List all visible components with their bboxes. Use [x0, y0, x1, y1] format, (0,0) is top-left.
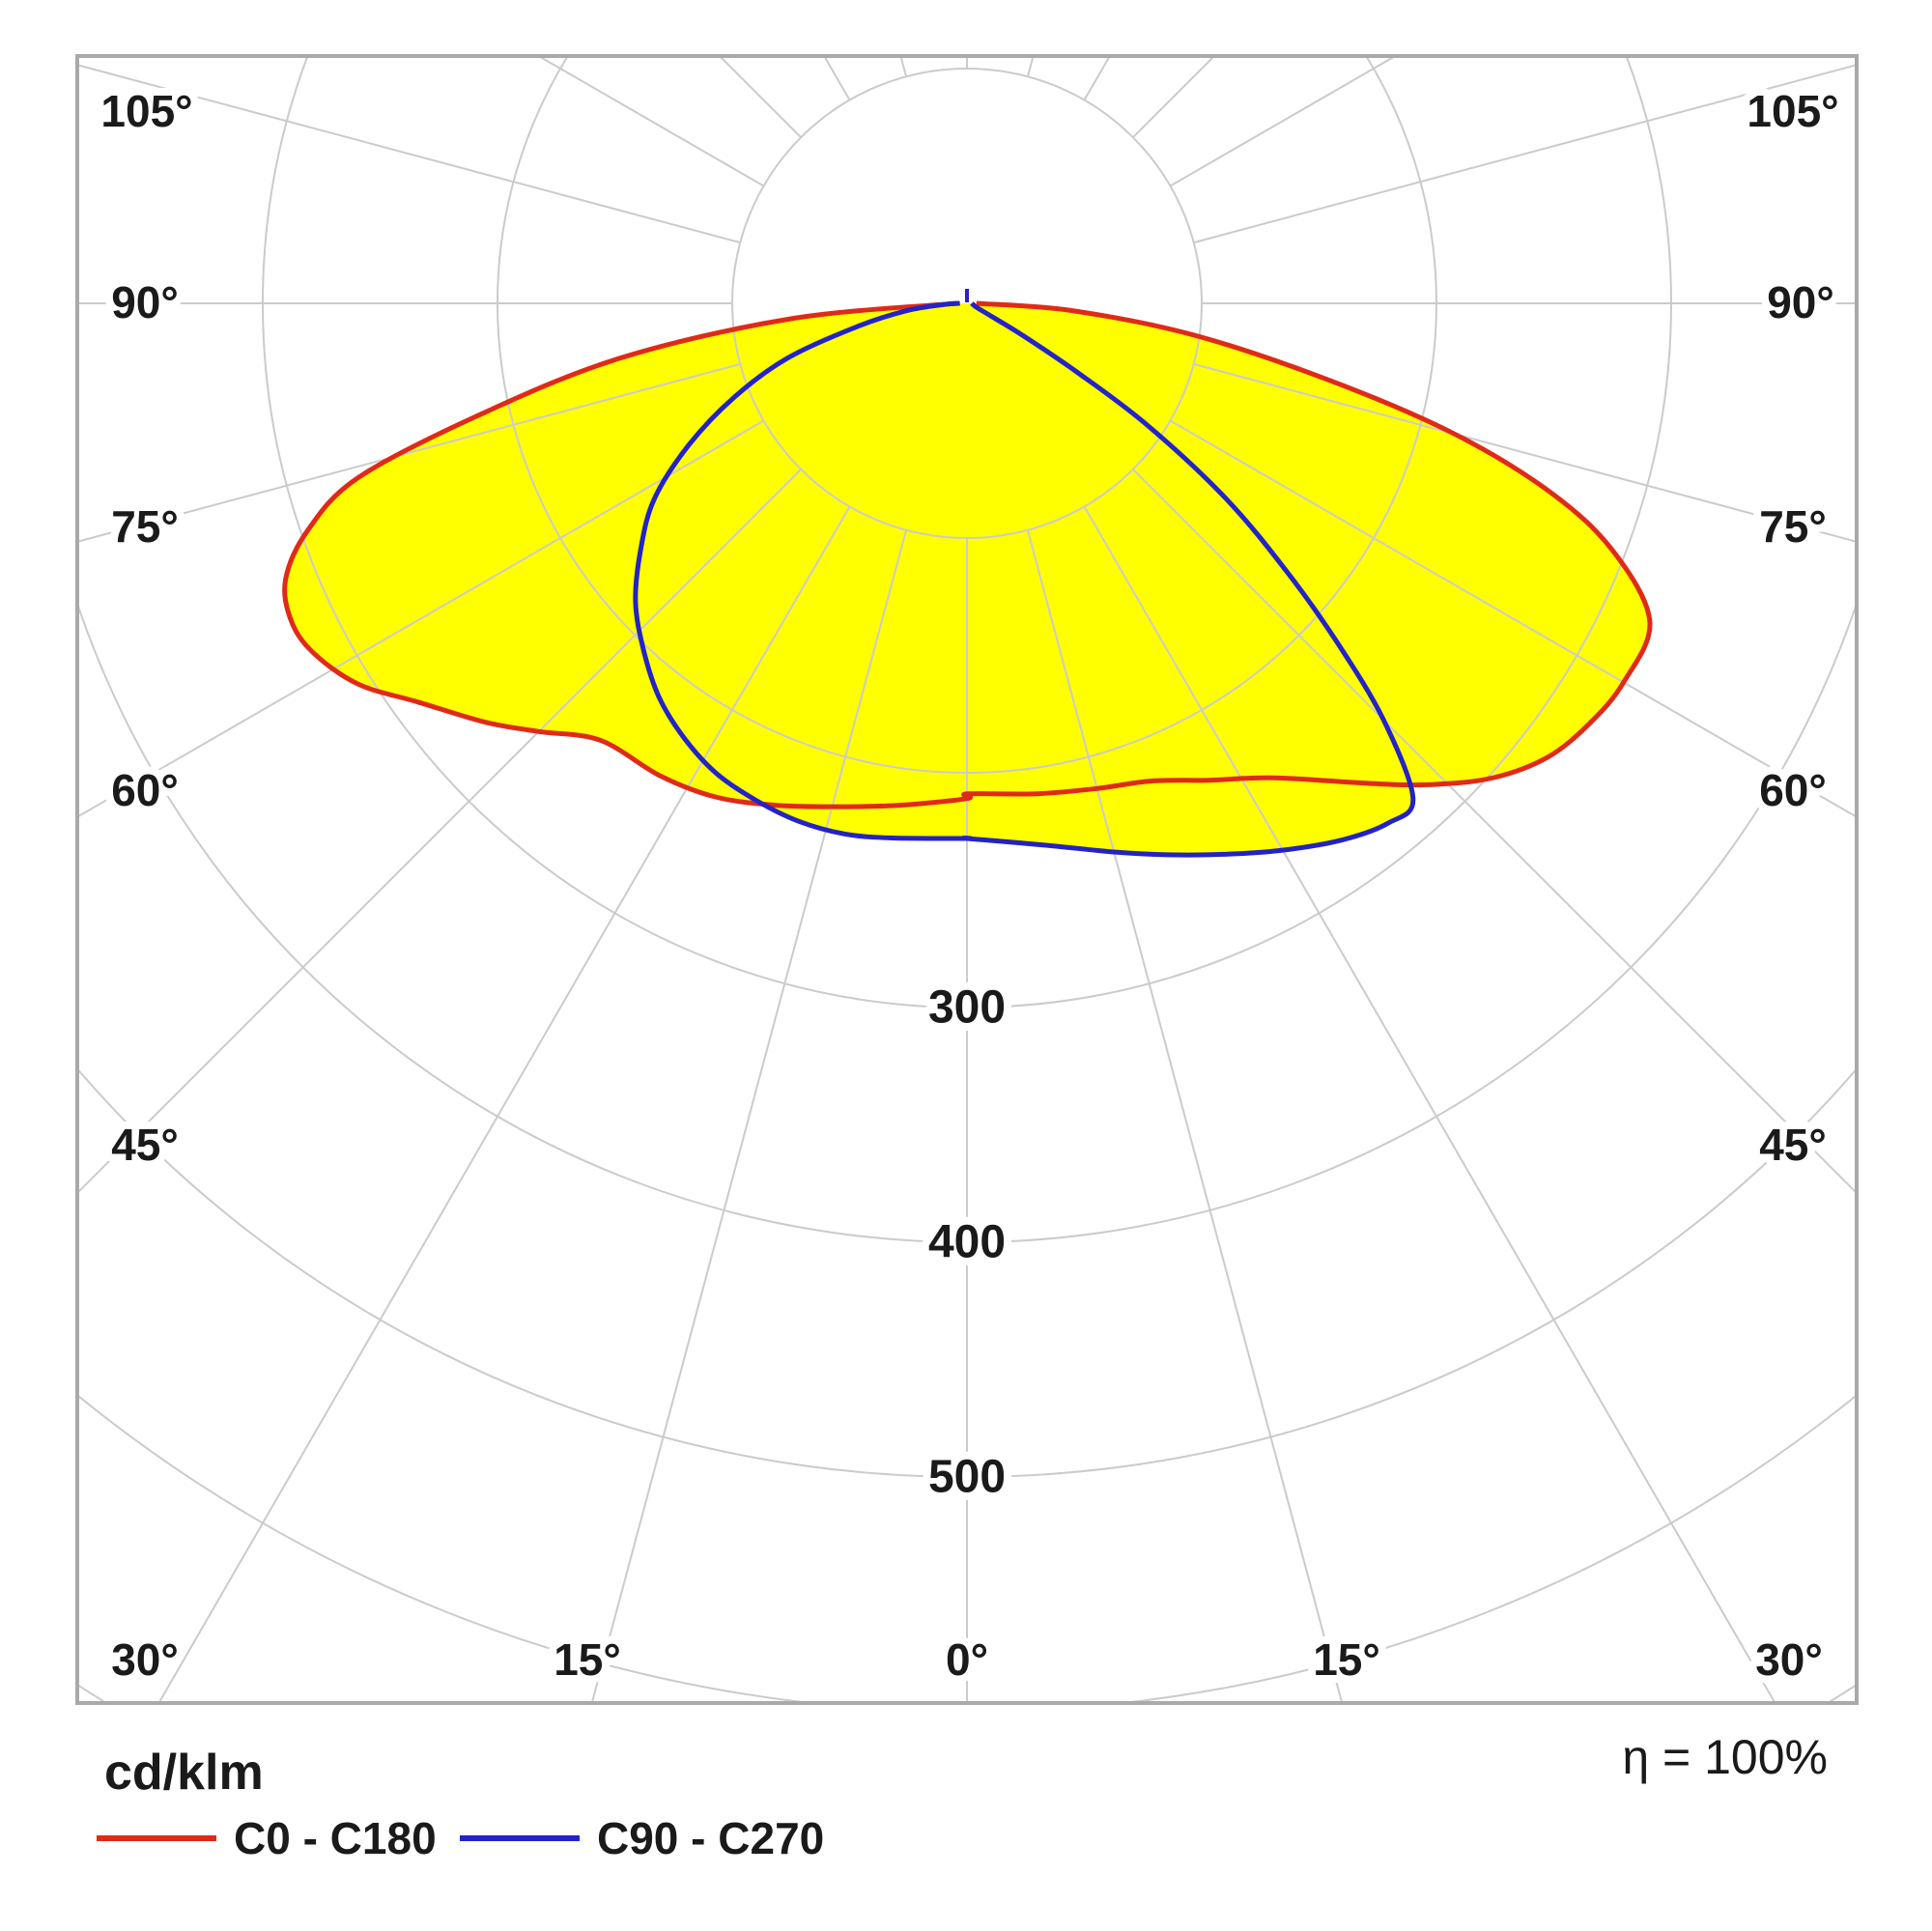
- angle-label-bottom-3-15deg: 15°: [1313, 1634, 1380, 1685]
- unit-label: cd/klm: [104, 1745, 264, 1801]
- curve-c90-c270: [633, 300, 1416, 858]
- grid-spoke-165: [1026, 56, 1035, 77]
- angle-labels: 105° 105° 90° 90° 75° 75° 60° 60° 45° 45° 30° 15° 0°…: [93, 78, 1846, 1692]
- angle-label-bottom-4-30deg: 30°: [1755, 1634, 1823, 1685]
- grid-spoke-330: [157, 505, 851, 1703]
- angle-label-right-105deg: 105°: [1747, 86, 1838, 136]
- angle-label-right-75deg: 75°: [1759, 501, 1827, 552]
- grid-spoke-315: [77, 469, 802, 1195]
- grid-spoke-60: [1169, 419, 1857, 818]
- curve-layer: [282, 289, 1653, 858]
- grid-spoke-45: [1132, 469, 1857, 1195]
- legend-label-c0-c180: C0 - C180: [234, 1813, 437, 1863]
- angle-label-left-45deg: 45°: [111, 1120, 179, 1170]
- grid-spoke-345: [590, 529, 908, 1703]
- angle-label-left-105deg: 105°: [100, 86, 192, 136]
- legend-label-c90-c270: C90 - C270: [597, 1813, 824, 1863]
- angle-label-left-75deg: 75°: [111, 501, 179, 552]
- angle-label-bottom-0-30deg: 30°: [111, 1634, 179, 1685]
- chart-frame: [75, 54, 1859, 1705]
- angle-label-right-60deg: 60°: [1759, 765, 1827, 815]
- grid-spoke-195: [899, 56, 908, 77]
- grid-spoke-300: [77, 419, 765, 818]
- grid-spoke-105: [1193, 64, 1857, 244]
- grid-spoke-285: [77, 362, 741, 543]
- angle-label-left-60deg: 60°: [111, 765, 179, 815]
- efficiency-label: η = 100%: [1622, 1730, 1828, 1784]
- grid-spoke-30: [1083, 505, 1776, 1703]
- ring-label-400: 400: [928, 1217, 1006, 1268]
- angle-label-left-90deg: 90°: [111, 277, 179, 327]
- fill-region-c90-c270: [635, 303, 1413, 856]
- grid-spoke-15: [1026, 529, 1344, 1703]
- ring-labels: 300 400 500: [921, 975, 1013, 1511]
- angle-label-bottom-2-0deg: 0°: [946, 1634, 988, 1685]
- curve-c0-c180: [282, 300, 1653, 809]
- angle-label-right-90deg: 90°: [1767, 277, 1834, 327]
- grid-spoke-255: [77, 64, 741, 244]
- ring-label-500: 500: [928, 1452, 1006, 1503]
- grid-spoke-75: [1193, 362, 1857, 543]
- ring-label-300: 300: [928, 982, 1006, 1034]
- chart-footer: cd/klm C0 - C180 C90 - C270 η = 100%: [97, 1730, 1828, 1863]
- angle-label-right-45deg: 45°: [1759, 1120, 1827, 1170]
- angle-label-bottom-1-15deg: 15°: [554, 1634, 621, 1685]
